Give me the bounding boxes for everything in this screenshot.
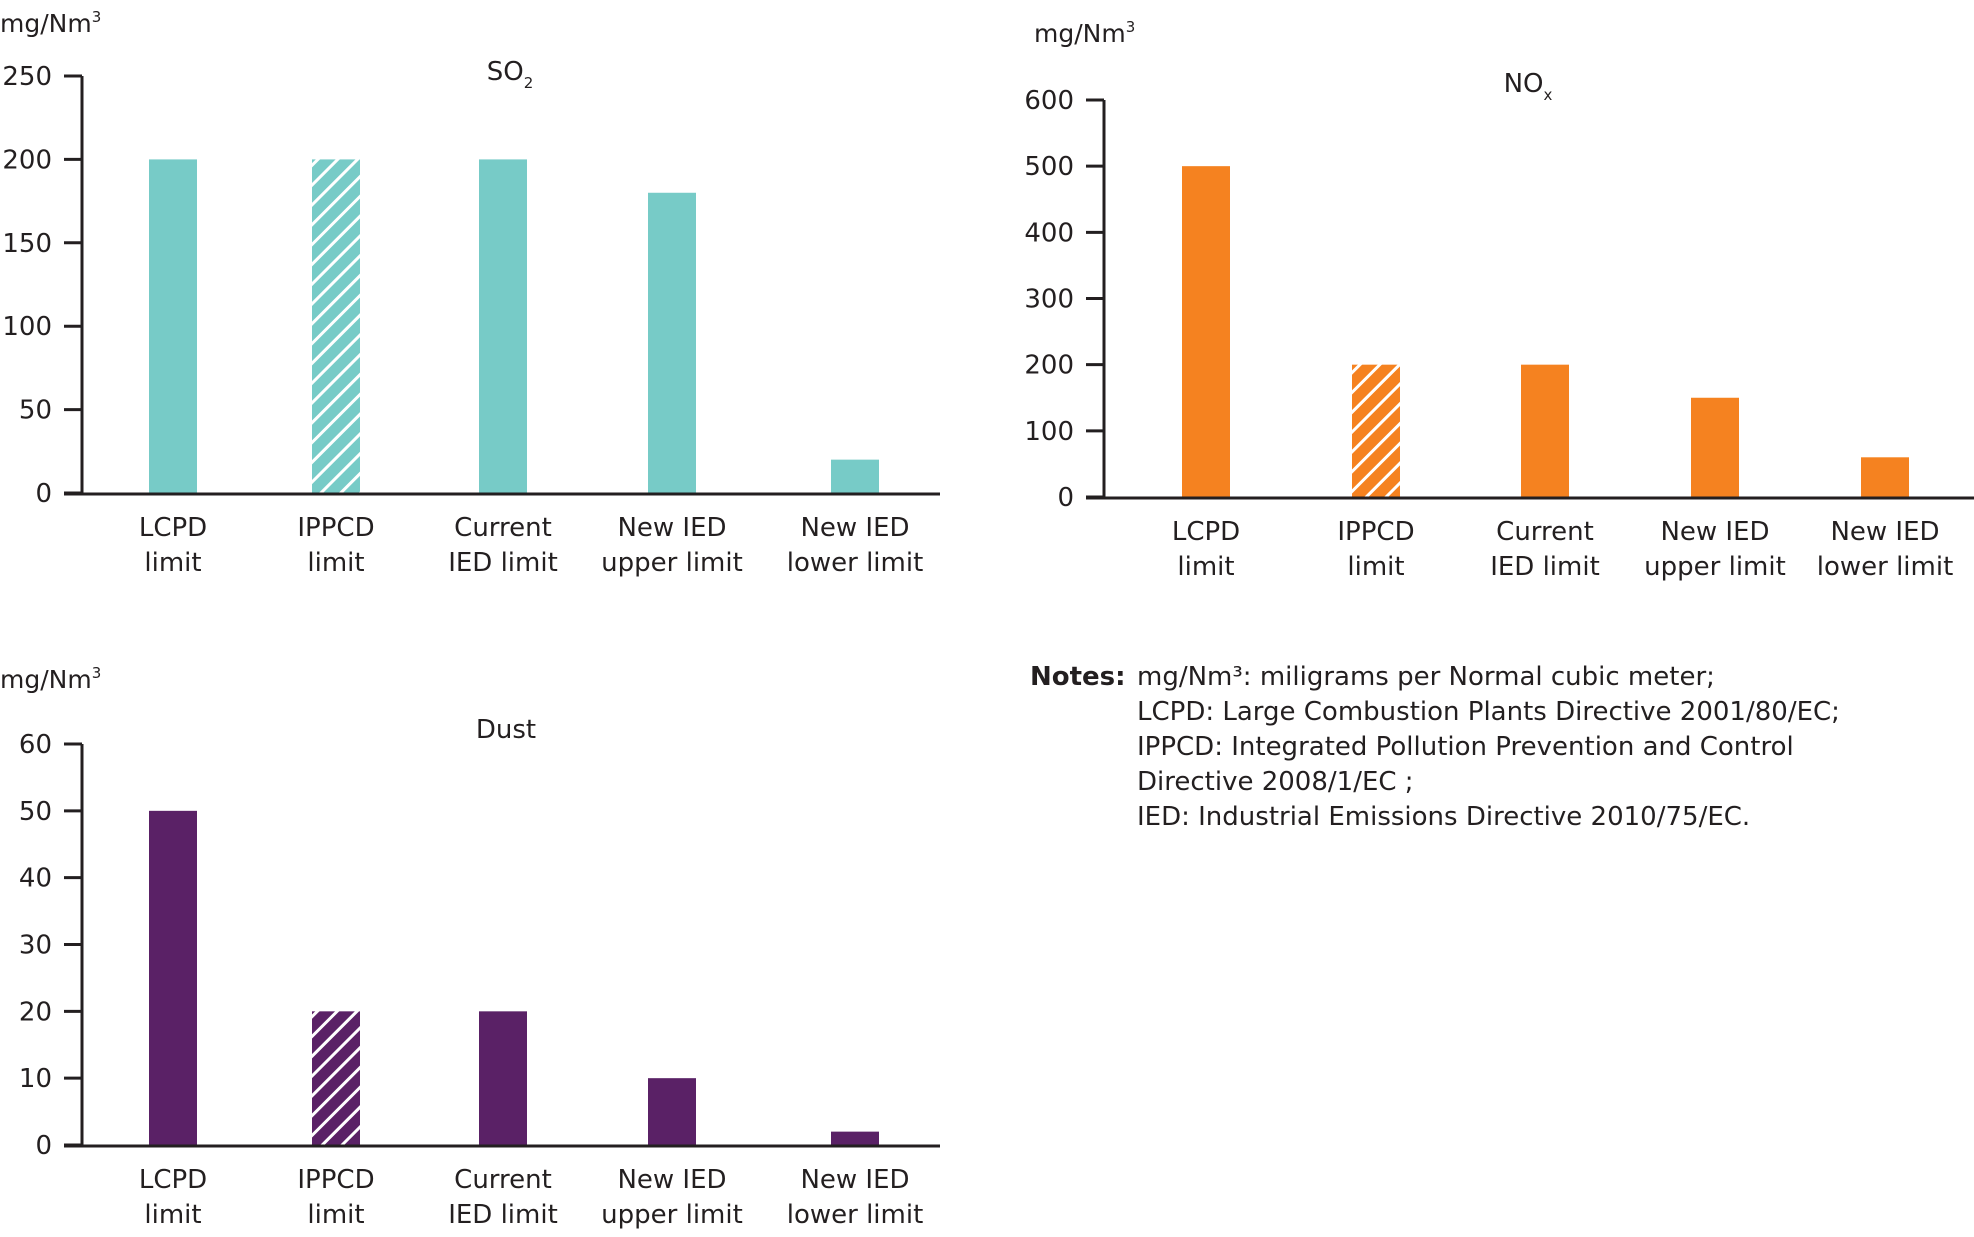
bar-so2-0 bbox=[149, 159, 197, 493]
y-tick-label: 200 bbox=[2, 145, 52, 175]
x-tick-label: limit bbox=[1177, 552, 1234, 582]
bar-nox-0 bbox=[1182, 166, 1230, 497]
x-tick-label: limit bbox=[144, 1200, 201, 1230]
x-tick-label: IPPCD bbox=[297, 1165, 374, 1195]
y-tick-label: 60 bbox=[19, 730, 52, 760]
x-tick-label: New IED bbox=[617, 1165, 726, 1195]
dust-chart: mg/Nm3 Dust LCPD limit IPPCD limit Current IED … bbox=[0, 664, 940, 1230]
chart-title: Dust bbox=[476, 715, 536, 745]
notes-lines: mg/Nm³: miligrams per Normal cubic meter… bbox=[1137, 660, 1840, 835]
x-tick-label: New IED bbox=[1830, 517, 1939, 547]
bar-nox-3 bbox=[1691, 397, 1739, 497]
x-tick-label: IED limit bbox=[448, 548, 558, 578]
y-tick-label: 100 bbox=[1024, 417, 1074, 447]
y-tick-label: 30 bbox=[19, 931, 52, 961]
x-tick-label: IED limit bbox=[1490, 552, 1600, 582]
y-tick-label: 500 bbox=[1024, 152, 1074, 182]
chart-title: NOx bbox=[1504, 69, 1553, 104]
x-tick-label: New IED bbox=[1660, 517, 1769, 547]
bar-nox-1 bbox=[1352, 364, 1400, 497]
y-tick-label: 150 bbox=[2, 229, 52, 259]
x-tick-label: Current bbox=[454, 513, 552, 543]
x-tick-label: New IED bbox=[617, 513, 726, 543]
y-tick-label: 50 bbox=[19, 396, 52, 426]
x-tick-label: upper limit bbox=[601, 1200, 743, 1230]
y-tick-label: 50 bbox=[19, 797, 52, 827]
y-tick-label: 300 bbox=[1024, 285, 1074, 315]
x-tick-label: limit bbox=[1347, 552, 1404, 582]
x-tick-label: LCPD bbox=[139, 1165, 207, 1195]
bar-so2-4 bbox=[831, 459, 879, 493]
x-tick-label: New IED bbox=[800, 513, 909, 543]
x-tick-label: IPPCD bbox=[297, 513, 374, 543]
note-line: mg/Nm³: miligrams per Normal cubic meter… bbox=[1137, 662, 1715, 692]
note-line: Directive 2008/1/EC ; bbox=[1137, 767, 1414, 797]
y-tick-label: 40 bbox=[19, 864, 52, 894]
nox-chart: mg/Nm3 NOx LCPD limit IPPCD limit Current IED l… bbox=[1024, 18, 1974, 582]
x-tick-label: upper limit bbox=[1644, 552, 1786, 582]
note-line: IED: Industrial Emissions Directive 2010… bbox=[1137, 802, 1751, 832]
y-tick-label: 0 bbox=[35, 1131, 52, 1161]
x-tick-label: LCPD bbox=[1172, 517, 1240, 547]
x-tick-label: IED limit bbox=[448, 1200, 558, 1230]
x-tick-label: New IED bbox=[800, 1165, 909, 1195]
y-tick-label: 200 bbox=[1024, 351, 1074, 381]
y-unit-label: mg/Nm3 bbox=[0, 664, 101, 694]
x-tick-label: lower limit bbox=[1817, 552, 1954, 582]
bar-dust-3 bbox=[648, 1078, 696, 1145]
y-tick-label: 0 bbox=[35, 479, 52, 509]
y-tick-label: 250 bbox=[2, 62, 52, 92]
bar-nox-2 bbox=[1521, 364, 1569, 497]
note-line: IPPCD: Integrated Pollution Prevention a… bbox=[1137, 732, 1794, 762]
notes-heading: Notes: bbox=[1030, 662, 1126, 692]
x-tick-label: upper limit bbox=[601, 548, 743, 578]
x-tick-label: limit bbox=[307, 548, 364, 578]
y-tick-label: 400 bbox=[1024, 218, 1074, 248]
x-tick-label: lower limit bbox=[787, 548, 924, 578]
x-tick-label: limit bbox=[307, 1200, 364, 1230]
y-tick-label: 0 bbox=[1057, 483, 1074, 513]
bar-dust-0 bbox=[149, 810, 197, 1145]
bar-so2-2 bbox=[479, 159, 527, 493]
bar-so2-3 bbox=[648, 192, 696, 493]
x-tick-label: IPPCD bbox=[1337, 517, 1414, 547]
bar-nox-4 bbox=[1861, 457, 1909, 497]
x-tick-label: limit bbox=[144, 548, 201, 578]
so2-chart: mg/Nm3 SO2 LCPD limit IPPCD limit Current IED l… bbox=[0, 8, 940, 578]
bar-so2-1 bbox=[312, 159, 360, 493]
x-tick-label: Current bbox=[454, 1165, 552, 1195]
chart-title: SO2 bbox=[487, 57, 534, 92]
note-line: LCPD: Large Combustion Plants Directive … bbox=[1137, 697, 1840, 727]
y-tick-label: 100 bbox=[2, 312, 52, 342]
x-tick-label: LCPD bbox=[139, 513, 207, 543]
x-tick-label: Current bbox=[1496, 517, 1594, 547]
bar-dust-1 bbox=[312, 1011, 360, 1145]
y-tick-label: 600 bbox=[1024, 86, 1074, 116]
bar-dust-2 bbox=[479, 1011, 527, 1145]
bar-dust-4 bbox=[831, 1131, 879, 1145]
y-tick-label: 20 bbox=[19, 997, 52, 1027]
y-tick-label: 10 bbox=[19, 1064, 52, 1094]
y-unit-label: mg/Nm3 bbox=[0, 8, 101, 38]
y-unit-label: mg/Nm3 bbox=[1034, 18, 1135, 48]
x-tick-label: lower limit bbox=[787, 1200, 924, 1230]
